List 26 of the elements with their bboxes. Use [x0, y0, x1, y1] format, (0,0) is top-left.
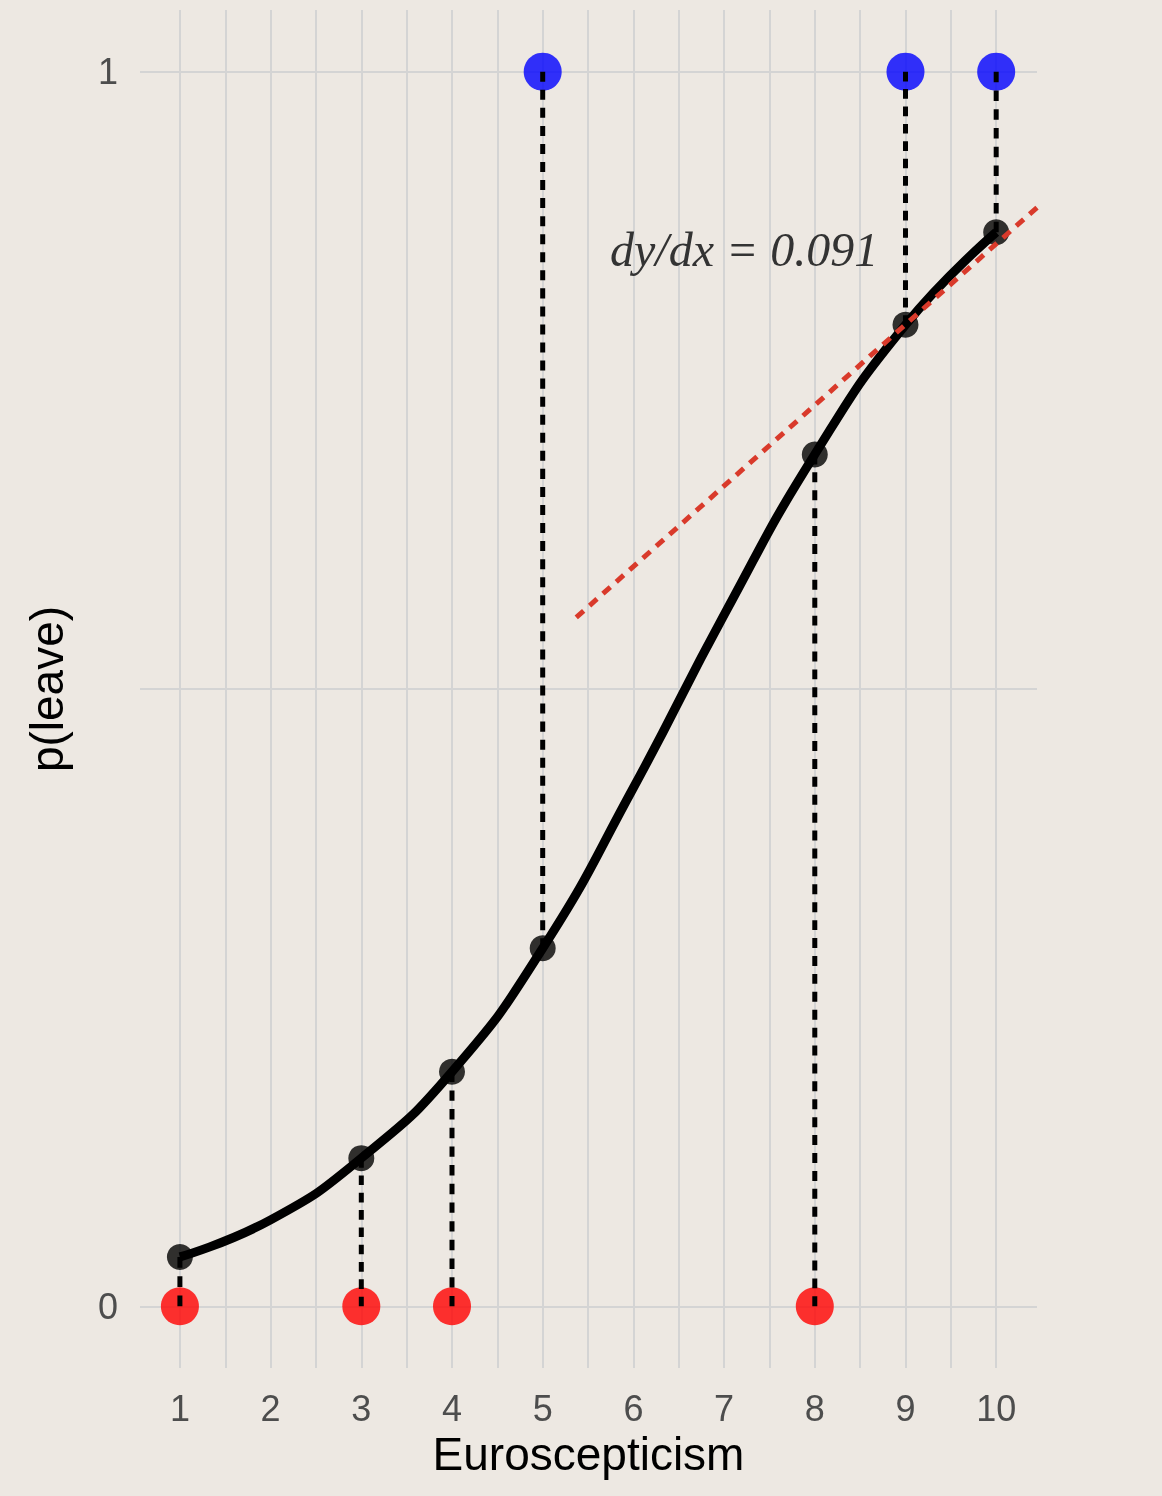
point [977, 52, 1016, 91]
annotation: dy/dx = 0.091 [610, 222, 879, 276]
point [529, 935, 556, 962]
point [523, 52, 562, 91]
point [795, 1287, 834, 1326]
point [439, 1058, 465, 1085]
y-axis-title: p(leave) [21, 605, 73, 773]
x-tick-label: 4 [441, 1387, 463, 1429]
x-tick-label: 2 [260, 1387, 281, 1429]
x-tick-label: 8 [804, 1387, 825, 1429]
point [342, 1287, 381, 1326]
x-tick-label: 6 [623, 1387, 644, 1429]
y-tick-label: 0 [97, 1285, 118, 1327]
point [166, 1243, 193, 1270]
point [801, 441, 828, 468]
point [348, 1145, 375, 1172]
x-tick-label: 5 [532, 1387, 553, 1429]
point [160, 1287, 199, 1326]
x-tick-label: 10 [976, 1387, 1017, 1429]
x-tick-label: 7 [714, 1387, 735, 1429]
point [886, 52, 925, 91]
point [433, 1287, 471, 1326]
x-tick-label: 3 [351, 1387, 372, 1429]
x-tick-label: 1 [169, 1387, 190, 1429]
x-tick-label: 9 [895, 1387, 916, 1429]
x-axis-title: Euroscepticism [432, 1427, 745, 1480]
